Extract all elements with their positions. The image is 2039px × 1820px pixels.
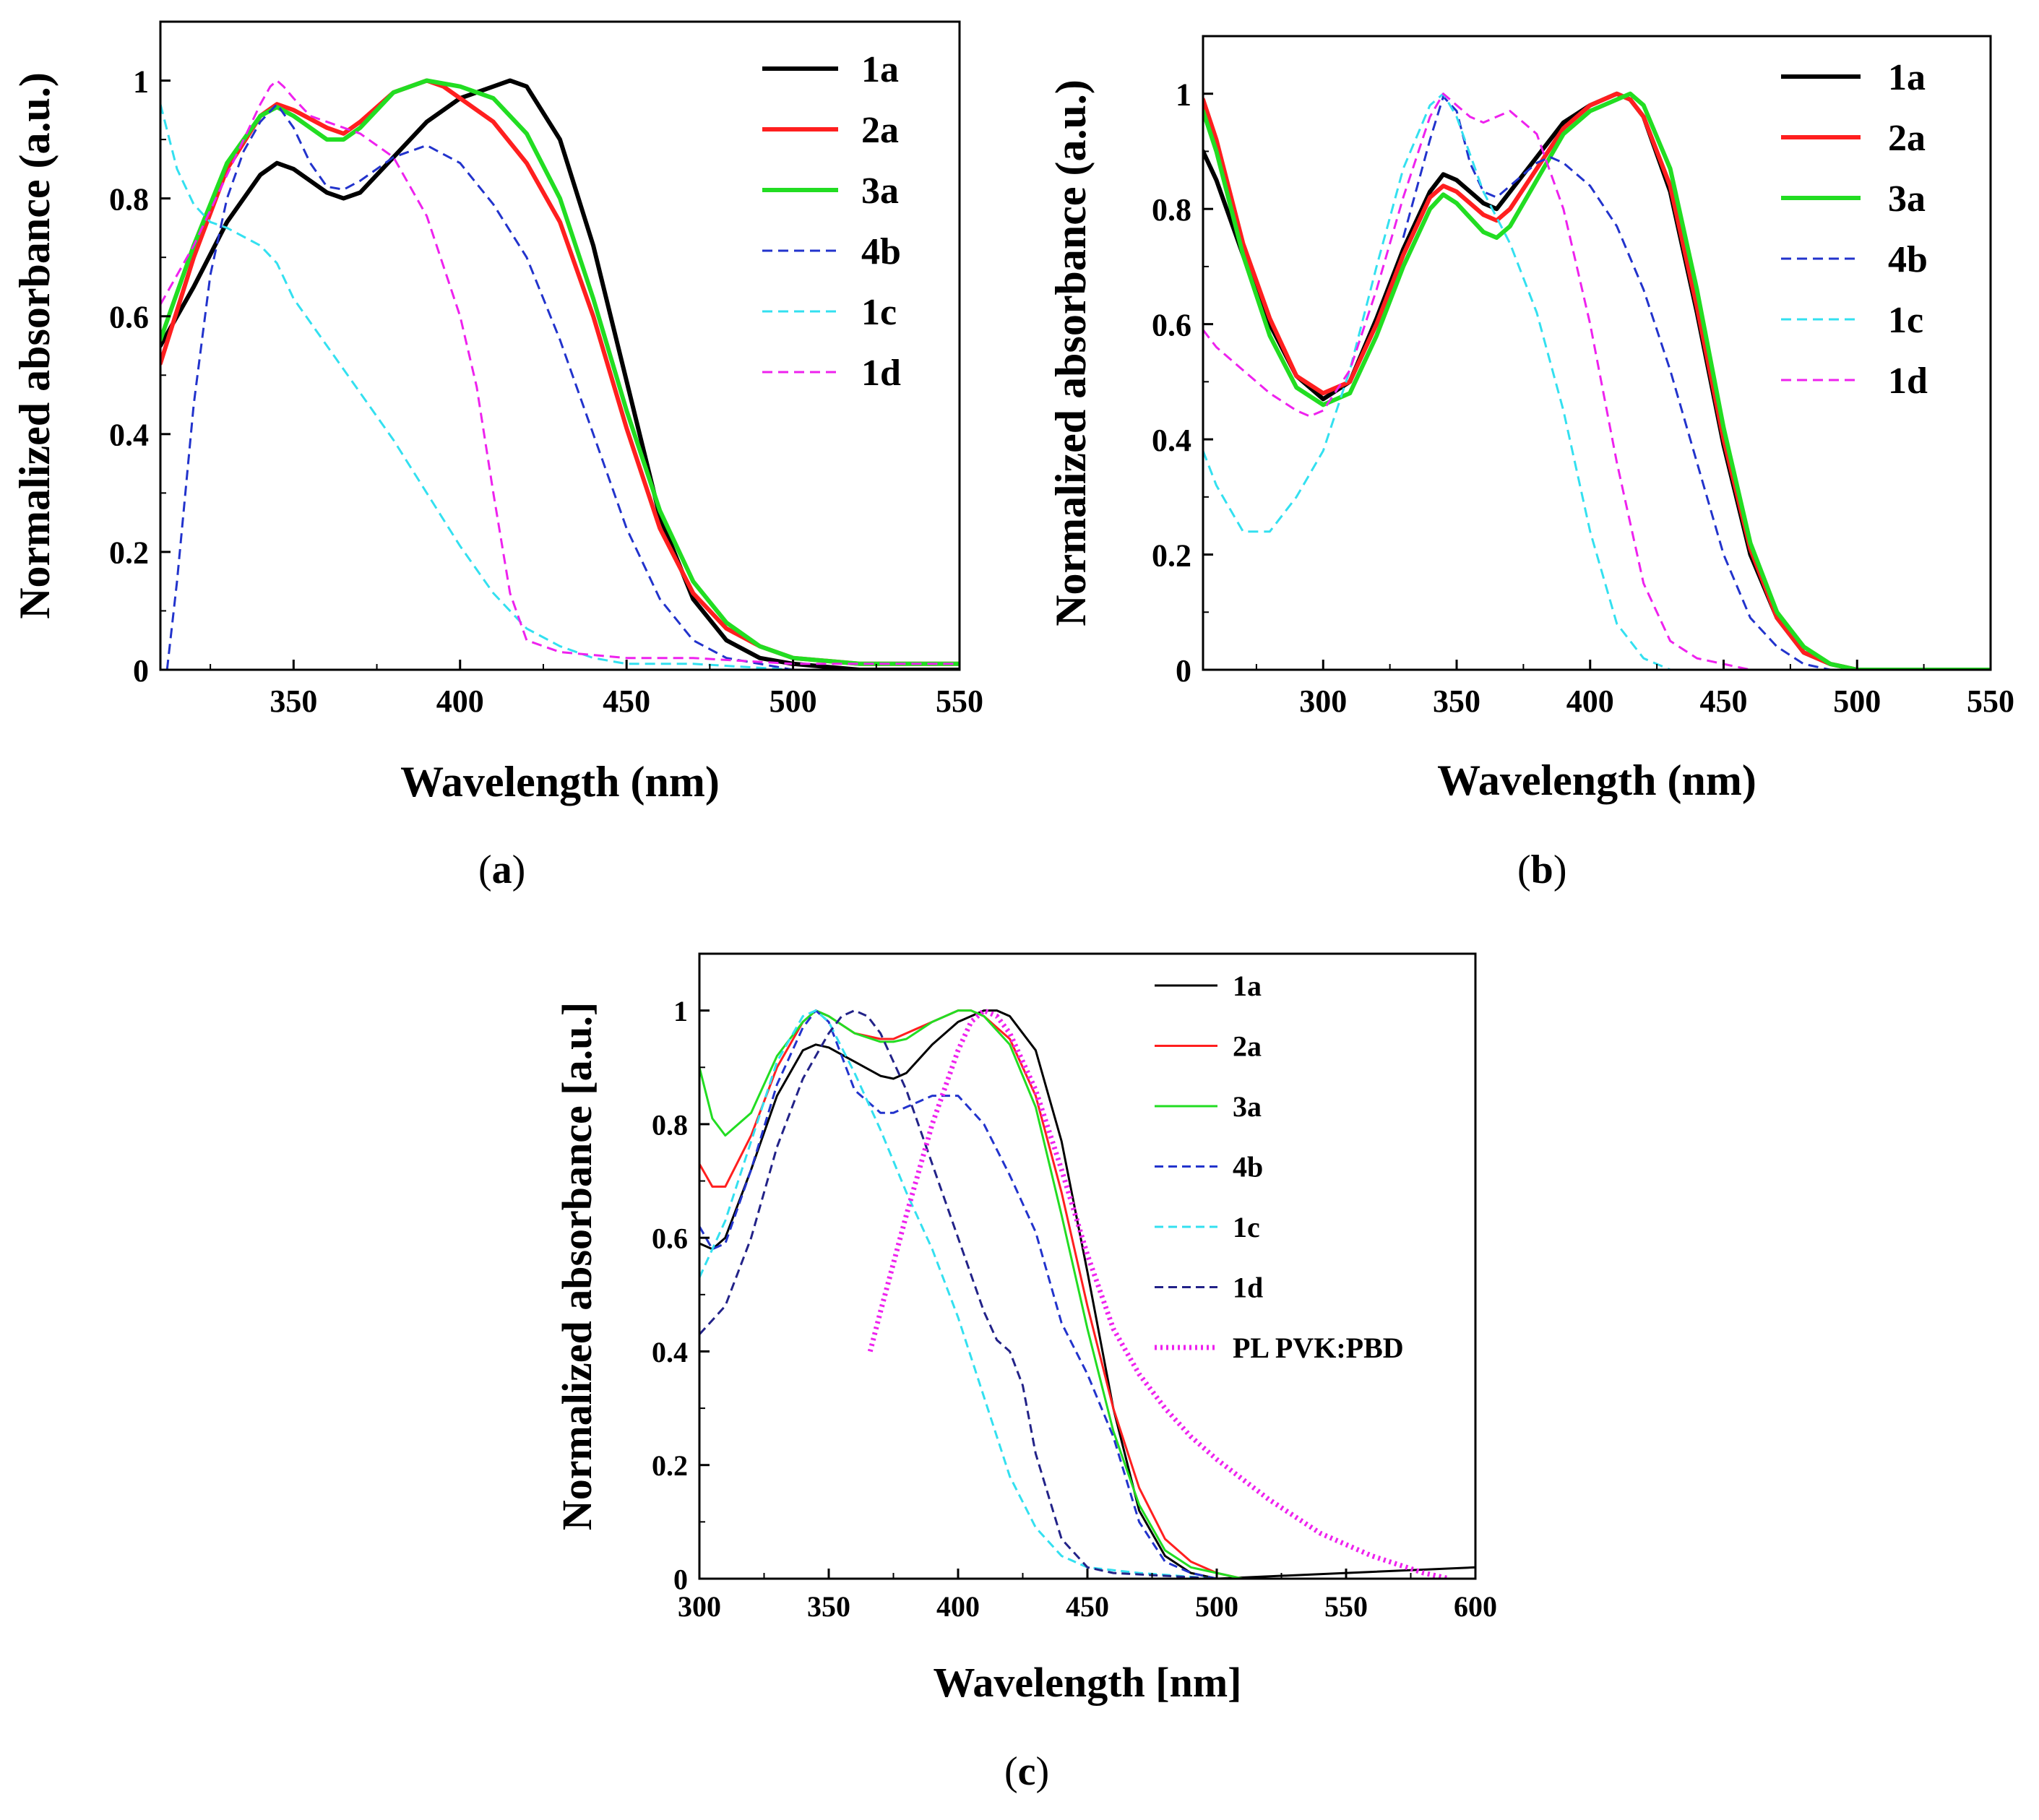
x-tick-label: 550 (1967, 683, 2014, 719)
legend-label: PL PVK:PBD (1233, 1332, 1404, 1364)
y-tick-label: 0.6 (109, 300, 149, 335)
legend: 1a 2a 3a 4b 1c 1d (1781, 57, 1928, 402)
legend-label: 1a (861, 49, 899, 90)
x-tick-label: 350 (270, 683, 317, 719)
y-tick-label: 0.4 (109, 418, 149, 453)
x-tick-label: 500 (770, 683, 817, 719)
x-tick-label: 400 (1566, 683, 1614, 719)
plot-frame (698, 952, 1477, 1580)
x-tick-label: 550 (1324, 1590, 1368, 1623)
x-tick-label: 300 (1299, 683, 1347, 719)
series-line-1a (1203, 91, 1991, 670)
y-tick-label: 1 (133, 64, 149, 99)
y-axis-label: Normalized absorbance (a.u.) (1047, 79, 1095, 626)
legend-label: 1a (1233, 970, 1262, 1002)
series-line-3a (1203, 91, 1991, 670)
y-axis-label: Normalized absorbance [a.u.] (553, 1002, 600, 1530)
chart-panel-a: 350 400 450 500 550 0 0.2 0.4 0.6 0.8 1 Wavelength … (11, 20, 983, 806)
legend-label: 4b (861, 231, 901, 272)
panel-caption-b: (b) (1517, 848, 1567, 892)
series-group (699, 1008, 1475, 1579)
x-tick-label: 600 (1454, 1590, 1497, 1623)
series-line-3a (699, 1009, 1475, 1579)
x-tick-label: 450 (603, 683, 650, 719)
legend-label: 2a (1233, 1030, 1262, 1063)
series-line-3a (160, 78, 960, 666)
y-tick-label: 0.8 (109, 181, 149, 217)
panel-caption-c: (c) (1004, 1749, 1050, 1794)
series-line-2a (160, 78, 960, 666)
x-tick-label: 550 (936, 683, 983, 719)
legend-label: 2a (861, 110, 899, 151)
x-tick-label: 450 (1700, 683, 1748, 719)
series-line-1c (160, 103, 960, 670)
series-line-1c (699, 1009, 1475, 1579)
y-tick-label: 0.2 (109, 535, 149, 571)
y-tick-label: 1 (1176, 77, 1191, 113)
chart-panel-c: 300 350 400 450 500 550 600 0 0.2 0.4 0.6 0.8 1 Wavel… (553, 952, 1497, 1706)
x-tick-label: 300 (678, 1590, 721, 1623)
panel-caption-c-letter: c (1017, 1749, 1036, 1794)
series-line-4b (1402, 95, 1991, 670)
x-tick-label: 400 (436, 683, 484, 719)
legend-label: 1d (1888, 361, 1928, 402)
y-tick-label: 1 (673, 995, 688, 1027)
series-line-1a (160, 78, 960, 670)
legend-label: 1d (1233, 1272, 1263, 1304)
x-tick-label: 350 (807, 1590, 850, 1623)
legend-label: 1d (861, 353, 901, 394)
series-line-1d (160, 79, 960, 665)
legend: 1a 2a 3a 4b 1c 1d (762, 49, 901, 394)
series-line-4b (699, 1009, 1475, 1579)
legend-label: 4b (1233, 1151, 1263, 1183)
y-axis-label: Normalized absorbance (a.u.) (11, 72, 59, 619)
y-tick-label: 0.8 (1152, 192, 1191, 228)
y-tick-label: 0 (673, 1563, 688, 1595)
y-tick-label: 0.4 (1152, 423, 1191, 458)
x-tick-label: 400 (936, 1590, 980, 1623)
x-tick-label: 350 (1433, 683, 1480, 719)
legend-label: 1a (1888, 57, 1926, 98)
y-tick-label: 0 (1176, 653, 1191, 689)
y-tick-label: 0.2 (1152, 538, 1191, 573)
series-line-2a (699, 1009, 1475, 1579)
legend-label: 4b (1888, 239, 1928, 280)
x-tick-label: 500 (1833, 683, 1881, 719)
legend-label: 1c (861, 292, 897, 333)
y-tick-label: 0 (133, 653, 149, 689)
legend-label: 3a (1233, 1090, 1262, 1123)
series-line-1a (699, 1009, 1475, 1579)
series-group (1203, 91, 1991, 670)
legend-label: 3a (1888, 178, 1926, 220)
series-group (160, 78, 960, 670)
legend: 1a 2a 3a 4b 1c 1d PL PVK:PBD (1155, 970, 1404, 1364)
legend-label: 3a (861, 171, 899, 212)
y-tick-label: 0.2 (652, 1449, 688, 1482)
panel-caption-a: (a) (478, 848, 526, 892)
legend-label: 2a (1888, 118, 1926, 159)
y-tick-label: 0.4 (652, 1336, 688, 1368)
x-axis-label: Wavelength (nm) (400, 758, 720, 806)
x-tick-label: 500 (1195, 1590, 1238, 1623)
y-tick-label: 0.6 (652, 1222, 688, 1255)
y-tick-label: 0.6 (1152, 307, 1191, 342)
x-tick-label: 450 (1066, 1590, 1109, 1623)
series-line-4b (165, 103, 960, 670)
plot-frame (1202, 35, 1992, 671)
plot-frame (159, 20, 961, 671)
x-axis-label: Wavelength [nm] (934, 1659, 1242, 1706)
chart-panel-b: 300 350 400 450 500 550 0 0.2 0.4 0.6 0.8 1 Waveleng… (1047, 35, 2014, 804)
series-line-1c (1203, 92, 1991, 670)
legend-label: 1c (1888, 300, 1923, 341)
y-tick-label: 0.8 (652, 1108, 688, 1141)
series-line-1d (699, 1009, 1475, 1579)
panel-caption-a-letter: a (491, 848, 512, 892)
x-axis-label: Wavelength (nm) (1437, 756, 1756, 804)
panel-caption-b-letter: b (1530, 848, 1553, 892)
series-line-1d (1203, 92, 1991, 670)
series-line-2a (1203, 91, 1991, 670)
legend-label: 1c (1233, 1211, 1260, 1243)
